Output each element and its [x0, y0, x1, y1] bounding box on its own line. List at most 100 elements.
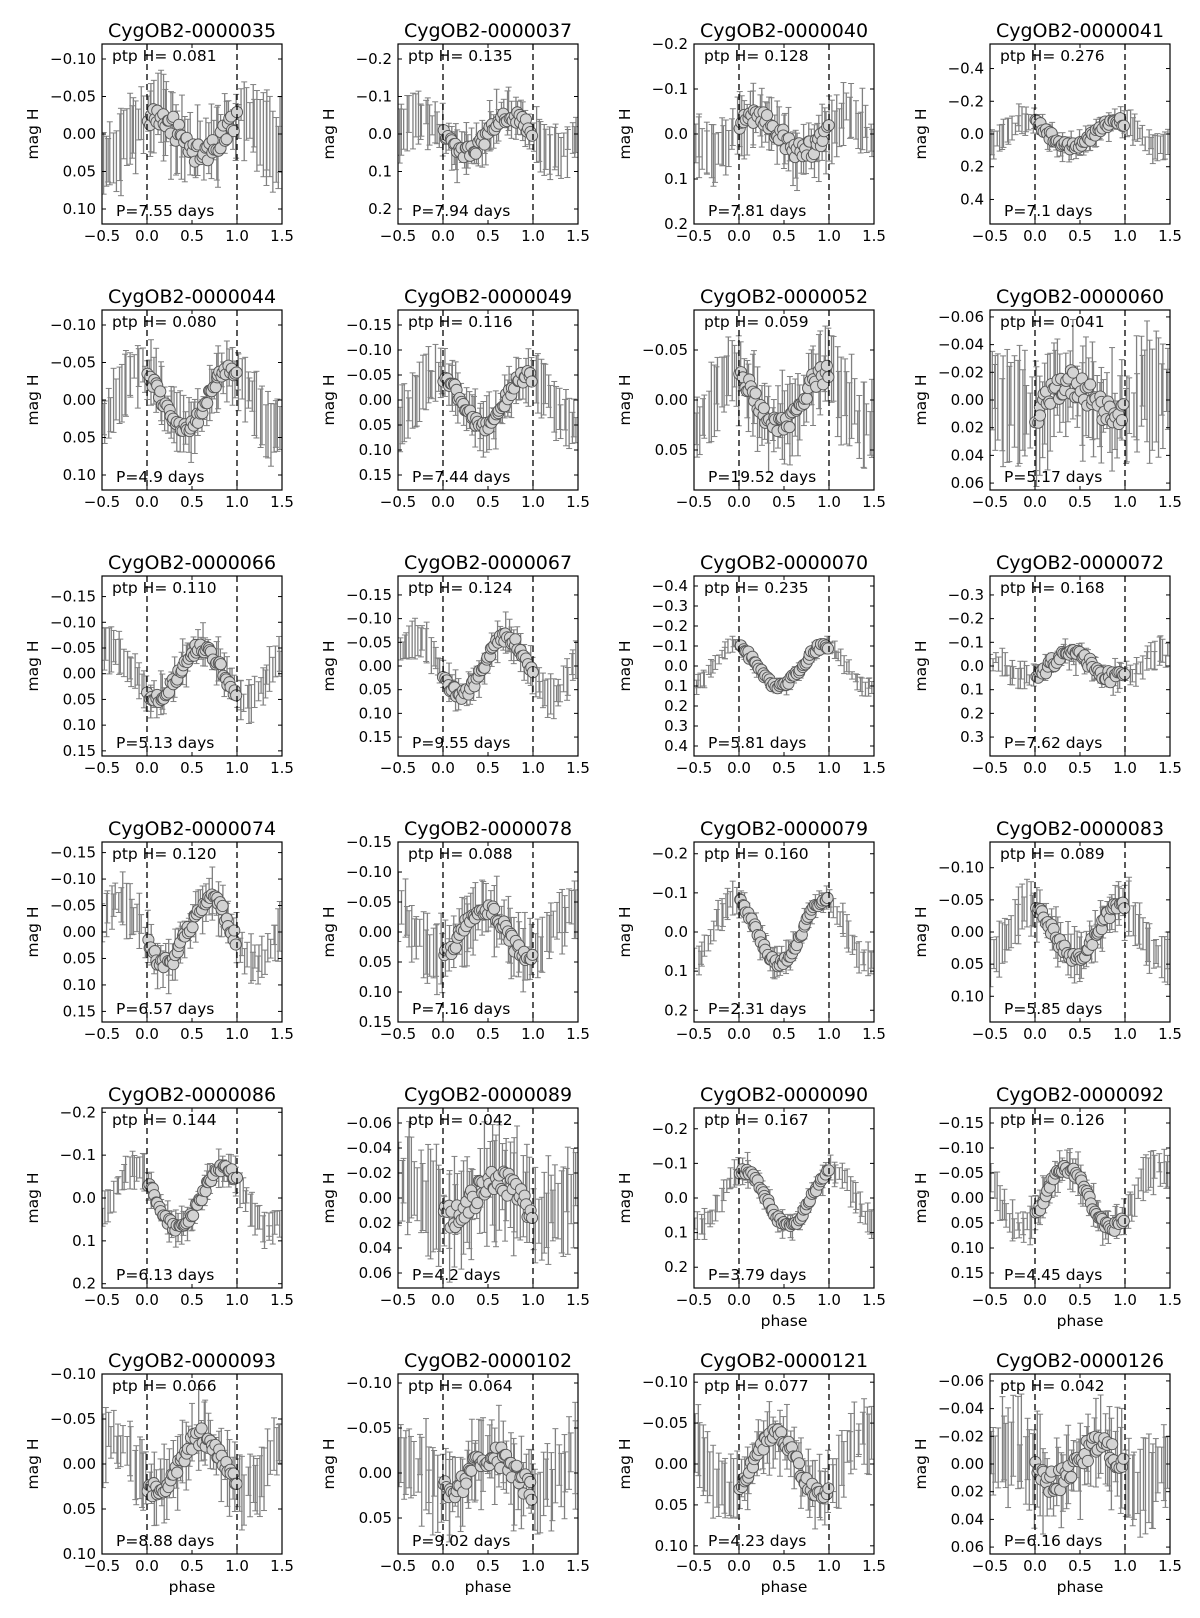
y-tick-label: −0.4 [652, 577, 688, 595]
period-annotation: P=5.13 days [116, 734, 214, 752]
x-tick-label: −0.5 [972, 1025, 1008, 1043]
x-tick-label: 0.5 [1068, 759, 1092, 777]
panel-title: CygOB2-0000078 [404, 818, 572, 840]
x-tick-label: 1.5 [270, 493, 294, 511]
x-tick-label: −0.5 [380, 227, 416, 245]
panel-title: CygOB2-0000079 [700, 818, 868, 840]
x-tick-label: 0.5 [772, 493, 796, 511]
y-axis-label: mag H [320, 374, 338, 425]
x-tick-label: 1.5 [270, 759, 294, 777]
y-tick-label: 0.0 [664, 125, 688, 143]
data-point [821, 891, 834, 905]
x-tick-label: 0.0 [727, 227, 751, 245]
x-tick-label: −0.5 [676, 227, 712, 245]
x-tick-label: −0.5 [84, 1025, 120, 1043]
y-tick-label: 0.2 [960, 158, 984, 176]
light-curve-panel: −0.5 0.0 0.5 1.0 1.5 −0.15 −0.10 −0.05 0.00 0.05 0… [320, 552, 590, 777]
y-tick-label: 0.05 [655, 441, 688, 459]
y-tick-label: −0.04 [938, 336, 984, 354]
y-axis-label: mag H [320, 906, 338, 957]
y-axis-label: mag H [912, 906, 930, 957]
x-tick-label: 1.5 [566, 227, 590, 245]
x-tick-label: 1.5 [1158, 759, 1182, 777]
y-tick-label: 0.4 [960, 190, 984, 208]
x-tick-label: 0.0 [727, 1025, 751, 1043]
ptp-annotation: ptp H= 0.235 [704, 579, 809, 597]
data-layer [990, 318, 1170, 487]
ptp-annotation: ptp H= 0.041 [1000, 313, 1105, 331]
y-tick-label: −0.10 [50, 316, 96, 334]
x-tick-label: 1.0 [1113, 227, 1137, 245]
light-curve-panel: −0.5 0.0 0.5 1.0 1.5 −0.2 −0.1 0.0 0.1 0.2 CygOB2-… [616, 20, 886, 245]
y-tick-label: −0.1 [652, 80, 688, 98]
x-tick-label: 1.5 [566, 1025, 590, 1043]
y-axis-label: mag H [616, 108, 634, 159]
y-tick-label: −0.10 [938, 859, 984, 877]
y-tick-label: −0.06 [938, 308, 984, 326]
y-tick-label: 0.02 [951, 419, 984, 437]
x-tick-label: 1.0 [225, 493, 249, 511]
x-tick-label: −0.5 [676, 493, 712, 511]
y-tick-label: −0.10 [346, 863, 392, 881]
y-tick-label: 0.10 [63, 200, 96, 218]
axes-frame [101, 43, 283, 225]
axes-frame [101, 575, 283, 757]
y-tick-label: 0.15 [63, 1002, 96, 1020]
period-annotation: P=2.31 days [708, 1000, 806, 1018]
y-tick-label: −0.2 [652, 35, 688, 53]
y-tick-label: 0.00 [359, 657, 392, 675]
y-tick-label: −0.1 [652, 637, 688, 655]
x-tick-label: 1.5 [862, 759, 886, 777]
y-tick-label: −0.05 [642, 341, 688, 359]
x-tick-label: 0.0 [135, 759, 159, 777]
y-tick-label: 0.0 [960, 125, 984, 143]
y-tick-label: 0.4 [664, 737, 688, 755]
y-tick-label: 0.3 [960, 728, 984, 746]
ptp-annotation: ptp H= 0.059 [704, 313, 809, 331]
data-layer [694, 325, 874, 473]
ptp-annotation: ptp H= 0.116 [408, 313, 513, 331]
data-point [1115, 414, 1128, 427]
y-tick-label: 0.2 [664, 697, 688, 715]
data-layer [102, 866, 282, 995]
data-point [1084, 378, 1097, 391]
data-point [228, 924, 241, 937]
x-tick-label: −0.5 [972, 227, 1008, 245]
x-tick-label: 0.0 [1023, 493, 1047, 511]
y-tick-label: −0.05 [346, 893, 392, 911]
x-tick-label: 1.0 [521, 1025, 545, 1043]
y-tick-label: −0.2 [948, 92, 984, 110]
y-tick-label: −0.3 [948, 586, 984, 604]
data-point [229, 938, 242, 951]
y-tick-label: 0.05 [63, 690, 96, 708]
x-tick-label: 0.5 [772, 1025, 796, 1043]
y-tick-label: −0.05 [50, 639, 96, 657]
y-tick-label: 0.15 [63, 742, 96, 760]
panel-title: CygOB2-0000070 [700, 552, 868, 574]
x-tick-label: 0.5 [772, 759, 796, 777]
y-tick-label: 0.0 [960, 657, 984, 675]
x-tick-label: 0.0 [431, 1025, 455, 1043]
x-tick-label: 0.5 [772, 227, 796, 245]
y-axis-label: mag H [24, 108, 42, 159]
data-point [216, 899, 229, 912]
x-tick-label: 0.5 [476, 227, 500, 245]
ptp-annotation: ptp H= 0.110 [112, 579, 217, 597]
x-tick-label: 1.0 [1113, 1025, 1137, 1043]
y-tick-label: −0.05 [50, 897, 96, 915]
x-tick-label: 1.0 [521, 759, 545, 777]
y-tick-label: 0.00 [63, 923, 96, 941]
x-tick-label: 1.0 [817, 1025, 841, 1043]
data-point [488, 902, 501, 915]
data-layer [694, 82, 874, 192]
light-curve-panel: −0.5 0.0 0.5 1.0 1.5 −0.2 −0.1 0.0 0.1 0.2 CygOB2-… [616, 818, 886, 1043]
panel-title: CygOB2-0000067 [404, 552, 572, 574]
y-tick-label: 0.05 [951, 955, 984, 973]
x-tick-label: −0.5 [380, 759, 416, 777]
y-axis-label: mag H [912, 374, 930, 425]
x-tick-label: −0.5 [84, 759, 120, 777]
x-tick-label: 0.5 [476, 1025, 500, 1043]
x-tick-label: 0.0 [431, 759, 455, 777]
x-tick-label: 0.5 [1068, 227, 1092, 245]
x-tick-label: 1.0 [521, 493, 545, 511]
